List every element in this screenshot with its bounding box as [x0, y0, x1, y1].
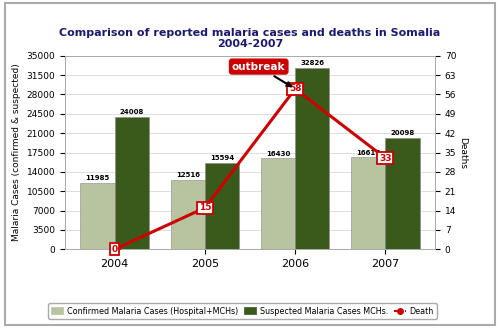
Text: 11985: 11985 [86, 175, 110, 181]
Bar [386, 138, 420, 249]
Text: 0: 0 [112, 245, 117, 254]
Legend: Confirmed Malaria Cases (Hospital+MCHs), Suspected Malaria Cases MCHs., Death: Confirmed Malaria Cases (Hospital+MCHs),… [48, 303, 437, 319]
Bar [114, 116, 149, 249]
Bar [351, 157, 386, 249]
Text: 15594: 15594 [210, 155, 234, 161]
Text: 24008: 24008 [120, 109, 144, 115]
Title: Comparison of reported malaria cases and deaths in Somalia
2004-2007: Comparison of reported malaria cases and… [60, 28, 440, 50]
Bar [261, 158, 295, 249]
Text: 16617: 16617 [356, 150, 380, 156]
Text: 12516: 12516 [176, 173, 200, 178]
Bar [170, 180, 205, 249]
Y-axis label: Deaths: Deaths [458, 136, 468, 169]
Text: outbreak: outbreak [232, 62, 291, 86]
Text: 32826: 32826 [300, 60, 324, 66]
Text: 33: 33 [379, 154, 392, 163]
Text: 16430: 16430 [266, 151, 290, 157]
Bar [205, 163, 239, 249]
Text: 58: 58 [289, 84, 302, 93]
Text: 20098: 20098 [390, 131, 414, 136]
Y-axis label: Malaria Cases (confirmed & suspected): Malaria Cases (confirmed & suspected) [12, 64, 21, 241]
Text: 15: 15 [198, 203, 211, 212]
Bar [295, 68, 330, 249]
Bar [80, 183, 114, 249]
